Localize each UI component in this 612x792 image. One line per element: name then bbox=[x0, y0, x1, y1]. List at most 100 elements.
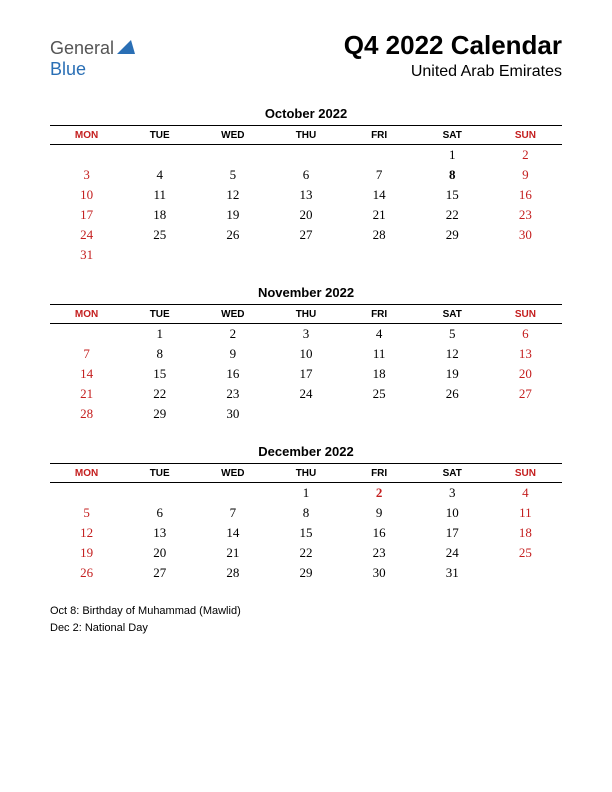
calendar-day: 9 bbox=[489, 165, 562, 185]
calendar-day: 2 bbox=[489, 145, 562, 166]
page-title: Q4 2022 Calendar bbox=[344, 30, 562, 61]
calendar-day: 2 bbox=[343, 483, 416, 504]
title-block: Q4 2022 Calendar United Arab Emirates bbox=[344, 30, 562, 81]
calendar-day: 10 bbox=[50, 185, 123, 205]
calendar-day: 30 bbox=[489, 225, 562, 245]
calendar-day: 20 bbox=[123, 543, 196, 563]
calendar-day: 21 bbox=[196, 543, 269, 563]
calendar-day: 1 bbox=[416, 145, 489, 166]
weekday-header: THU bbox=[269, 126, 342, 145]
calendar-day: 28 bbox=[343, 225, 416, 245]
calendar-day: 4 bbox=[489, 483, 562, 504]
weekday-header: SUN bbox=[489, 464, 562, 483]
weekday-header: FRI bbox=[343, 305, 416, 324]
calendar-day: 13 bbox=[123, 523, 196, 543]
calendar-day: 30 bbox=[343, 563, 416, 583]
calendar-day: 11 bbox=[489, 503, 562, 523]
calendar-day: 3 bbox=[269, 324, 342, 345]
calendar-day: 17 bbox=[416, 523, 489, 543]
calendar-day: 18 bbox=[489, 523, 562, 543]
month-title: November 2022 bbox=[50, 285, 562, 300]
weekday-header: TUE bbox=[123, 126, 196, 145]
calendar-day: 1 bbox=[269, 483, 342, 504]
calendar-day: 25 bbox=[343, 384, 416, 404]
calendar-day bbox=[489, 245, 562, 265]
month-block: December 2022MONTUEWEDTHUFRISATSUN123456… bbox=[50, 444, 562, 583]
calendar-day: 7 bbox=[343, 165, 416, 185]
calendar-day bbox=[416, 245, 489, 265]
calendar-day: 29 bbox=[269, 563, 342, 583]
calendar-day bbox=[50, 145, 123, 166]
calendar-day: 6 bbox=[269, 165, 342, 185]
logo: General Blue bbox=[50, 38, 135, 80]
weekday-header: SAT bbox=[416, 464, 489, 483]
calendar-day: 2 bbox=[196, 324, 269, 345]
calendar-row: 262728293031 bbox=[50, 563, 562, 583]
weekday-header: SAT bbox=[416, 305, 489, 324]
weekday-header: SUN bbox=[489, 305, 562, 324]
calendar-day: 8 bbox=[416, 165, 489, 185]
calendar-day: 12 bbox=[416, 344, 489, 364]
calendar-day: 28 bbox=[50, 404, 123, 424]
calendar-day: 10 bbox=[416, 503, 489, 523]
page-subtitle: United Arab Emirates bbox=[344, 63, 562, 81]
calendar-row: 567891011 bbox=[50, 503, 562, 523]
calendar-table: MONTUEWEDTHUFRISATSUN1234567891011121314… bbox=[50, 304, 562, 424]
calendar-row: 24252627282930 bbox=[50, 225, 562, 245]
calendar-day: 12 bbox=[50, 523, 123, 543]
weekday-header: MON bbox=[50, 305, 123, 324]
calendar-day bbox=[123, 483, 196, 504]
calendar-day bbox=[123, 245, 196, 265]
calendar-day: 14 bbox=[196, 523, 269, 543]
calendar-day: 6 bbox=[123, 503, 196, 523]
calendar-day: 16 bbox=[489, 185, 562, 205]
calendar-day: 12 bbox=[196, 185, 269, 205]
holiday-entry: Oct 8: Birthday of Muhammad (Mawlid) bbox=[50, 603, 562, 620]
calendar-row: 19202122232425 bbox=[50, 543, 562, 563]
calendar-day bbox=[343, 245, 416, 265]
calendar-day: 31 bbox=[416, 563, 489, 583]
calendar-day: 4 bbox=[343, 324, 416, 345]
calendar-day: 20 bbox=[489, 364, 562, 384]
calendar-day: 5 bbox=[196, 165, 269, 185]
weekday-header: WED bbox=[196, 305, 269, 324]
calendar-day bbox=[489, 404, 562, 424]
calendar-day: 16 bbox=[343, 523, 416, 543]
calendar-day: 14 bbox=[50, 364, 123, 384]
calendar-day: 22 bbox=[269, 543, 342, 563]
calendar-day: 19 bbox=[416, 364, 489, 384]
calendar-day: 27 bbox=[489, 384, 562, 404]
calendar-day bbox=[123, 145, 196, 166]
logo-triangle-icon bbox=[117, 40, 135, 54]
calendar-day: 22 bbox=[123, 384, 196, 404]
calendar-row: 21222324252627 bbox=[50, 384, 562, 404]
calendar-row: 12 bbox=[50, 145, 562, 166]
weekday-header: MON bbox=[50, 464, 123, 483]
header: General Blue Q4 2022 Calendar United Ara… bbox=[50, 30, 562, 81]
calendar-day: 8 bbox=[123, 344, 196, 364]
calendar-day: 24 bbox=[269, 384, 342, 404]
calendar-row: 78910111213 bbox=[50, 344, 562, 364]
calendar-day bbox=[50, 483, 123, 504]
calendar-day: 11 bbox=[123, 185, 196, 205]
calendar-day: 5 bbox=[416, 324, 489, 345]
calendar-day: 3 bbox=[50, 165, 123, 185]
calendar-day: 10 bbox=[269, 344, 342, 364]
calendar-day: 30 bbox=[196, 404, 269, 424]
calendar-day: 21 bbox=[343, 205, 416, 225]
calendar-row: 12131415161718 bbox=[50, 523, 562, 543]
calendar-day: 19 bbox=[50, 543, 123, 563]
calendar-day: 19 bbox=[196, 205, 269, 225]
weekday-header: WED bbox=[196, 464, 269, 483]
calendar-day: 15 bbox=[416, 185, 489, 205]
calendar-day: 6 bbox=[489, 324, 562, 345]
logo-word-blue: Blue bbox=[50, 59, 86, 79]
calendar-day: 15 bbox=[123, 364, 196, 384]
weekday-header: MON bbox=[50, 126, 123, 145]
weekday-header: FRI bbox=[343, 126, 416, 145]
calendar-day bbox=[343, 145, 416, 166]
calendar-day: 20 bbox=[269, 205, 342, 225]
calendar-day bbox=[416, 404, 489, 424]
calendar-day bbox=[343, 404, 416, 424]
calendar-day bbox=[196, 245, 269, 265]
